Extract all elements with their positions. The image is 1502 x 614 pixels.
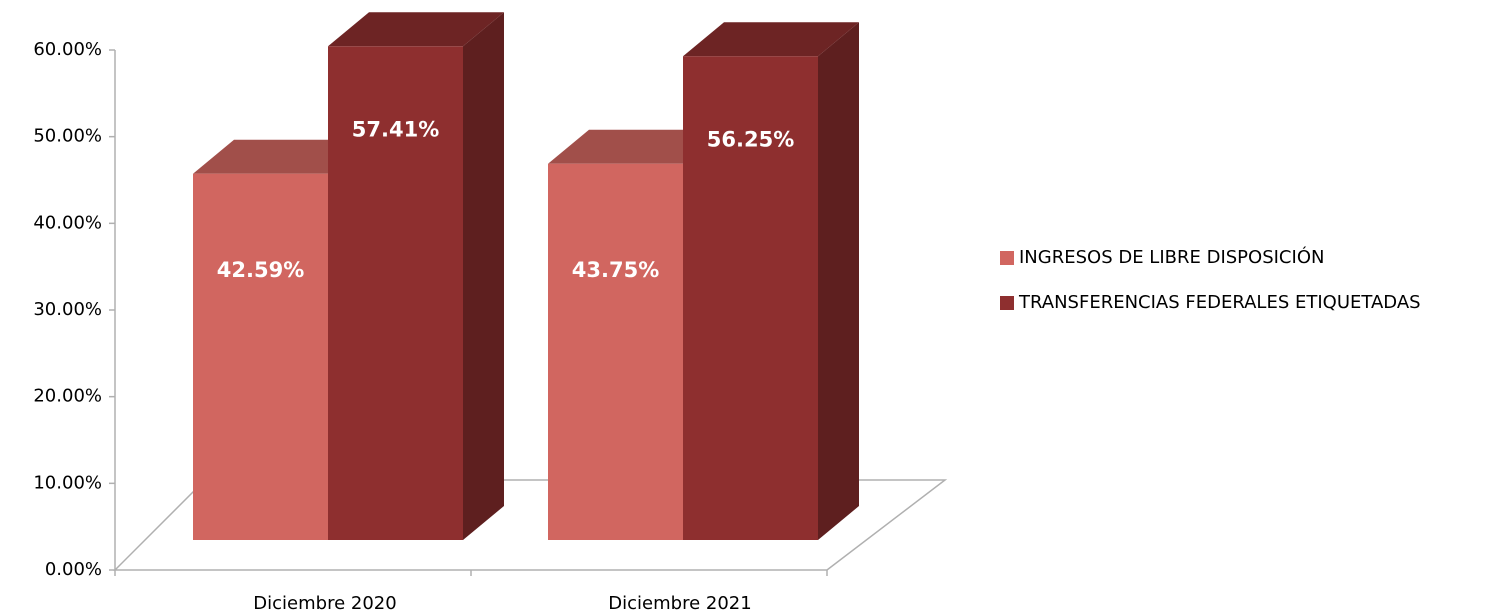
legend-swatch (1000, 251, 1014, 265)
value-label: 57.41% (352, 117, 439, 141)
y-tick-label: 0.00% (45, 559, 102, 580)
y-tick-label: 20.00% (33, 386, 102, 407)
value-label: 42.59% (217, 258, 304, 282)
floor (113, 479, 948, 571)
bar (548, 163, 683, 540)
y-tick-label: 10.00% (33, 472, 102, 493)
bar (683, 56, 818, 540)
y-tick-label: 40.00% (33, 212, 102, 233)
bar-top (548, 129, 724, 164)
bar-side (463, 12, 504, 541)
legend-label: INGRESOS DE LIBRE DISPOSICIÓN (1019, 246, 1324, 268)
bar-top (683, 22, 859, 57)
x-tick-label: Diciembre 2020 (253, 593, 396, 614)
value-label: 56.25% (707, 127, 794, 151)
bar-top (328, 12, 504, 47)
legend-label: TRANSFERENCIAS FEDERALES ETIQUETADAS (1018, 292, 1421, 313)
bar (193, 173, 328, 540)
value-label: 43.75% (572, 258, 659, 282)
bar-top (193, 139, 369, 174)
legend-swatch (1000, 296, 1014, 310)
y-tick-label: 60.00% (33, 39, 102, 60)
bar-side (818, 22, 859, 540)
bar (328, 46, 463, 541)
y-tick-label: 30.00% (33, 299, 102, 320)
x-tick-label: Diciembre 2021 (608, 593, 751, 614)
y-tick-label: 50.00% (33, 126, 102, 147)
